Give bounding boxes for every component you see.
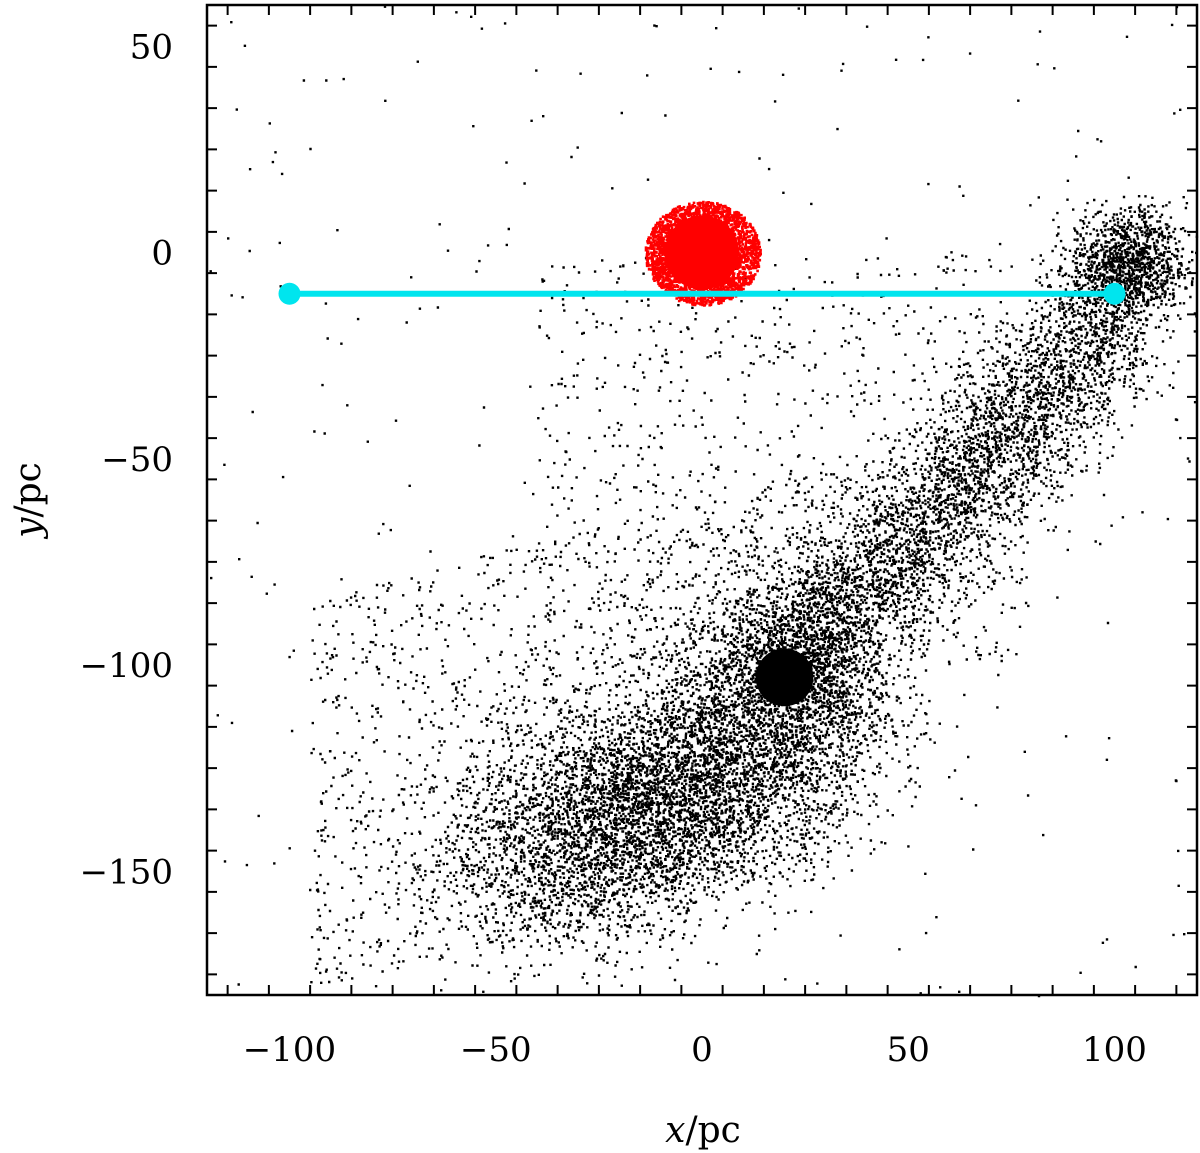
- x-tick-label: −100: [243, 1030, 336, 1070]
- y-axis: 50 0 −50 −100 −150: [80, 24, 1197, 976]
- y-tick-label: −100: [80, 646, 173, 686]
- line-segment-layer: [278, 282, 1126, 305]
- plot-frame: [205, 3, 1199, 997]
- x-axis: −100 −50 0 50 100: [226, 5, 1178, 1070]
- x-tick-label: 0: [691, 1030, 713, 1070]
- y-tick-label: −150: [80, 852, 173, 892]
- x-tick-label: 100: [1082, 1030, 1147, 1070]
- y-tick-label: 50: [130, 27, 173, 67]
- x-axis-label: x/pc: [665, 1110, 741, 1151]
- x-tick-label: 50: [887, 1030, 930, 1070]
- dense-core-point-cluster: [755, 648, 814, 707]
- y-axis-label: y/pc: [8, 462, 49, 540]
- stream-star-points: [209, 5, 1199, 998]
- plot-points-layer: [209, 5, 1199, 998]
- line-start-point: [278, 282, 301, 305]
- progenitor-core: [664, 215, 740, 290]
- y-tick-label: −50: [101, 440, 173, 480]
- y-tick-label: 0: [151, 234, 173, 274]
- line-end-point: [1103, 282, 1126, 305]
- x-tick-label: −50: [460, 1030, 532, 1070]
